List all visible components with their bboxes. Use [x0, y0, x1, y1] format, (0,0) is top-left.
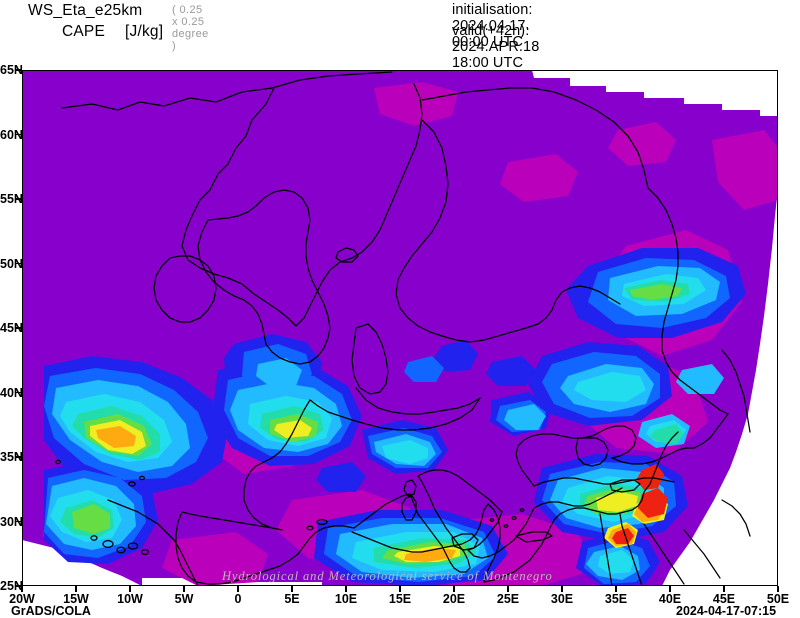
x-axis-label: 0: [234, 592, 242, 606]
level-red: [612, 464, 668, 544]
initialisation-time: initialisation: 2024.04.17. 00:00 UTC: [452, 2, 533, 50]
x-axis-label: 20E: [442, 592, 466, 606]
x-axis-label: 40E: [658, 592, 682, 606]
x-tick: [75, 586, 77, 592]
x-axis-label: 15W: [63, 592, 89, 606]
y-axis-label: 55N: [0, 192, 23, 206]
y-axis-label: 60N: [0, 127, 23, 142]
x-axis-label: 30E: [550, 592, 574, 606]
x-tick: [723, 586, 725, 592]
y-tick: [16, 520, 22, 523]
x-axis-label: 20W: [9, 592, 35, 606]
x-tick: [399, 586, 401, 592]
y-axis-label: 25N: [0, 579, 23, 593]
x-axis-label: 5W: [174, 592, 194, 606]
x-axis-label: 10W: [117, 592, 143, 606]
x-tick: [507, 586, 509, 592]
x-axis-label: 50E: [766, 592, 790, 606]
y-tick: [16, 69, 22, 71]
watermark: Hydrological and Meteorological service …: [222, 569, 553, 583]
grads-credit: GrADS/COLA: [11, 604, 91, 618]
y-axis-label: 50N: [0, 256, 23, 271]
cape-map: [22, 70, 778, 586]
header: WS_Eta_e25km ( 0.25 x 0.25 degree ) CAPE…: [0, 0, 800, 71]
variable-unit: [J/kg]: [125, 23, 164, 40]
y-tick: [16, 133, 22, 136]
x-tick: [291, 586, 293, 592]
valid-time: valid(+42h): 2024.APR.18 18:00 UTC: [452, 23, 540, 71]
y-tick: [16, 391, 22, 394]
x-axis-label: 15E: [388, 592, 412, 606]
x-tick: [777, 586, 779, 592]
x-tick: [561, 586, 563, 592]
y-axis-label: 45N: [0, 321, 23, 335]
x-tick: [21, 586, 23, 592]
model-name: WS_Eta_e25km: [28, 2, 143, 19]
x-tick: [453, 586, 455, 592]
model-resolution: ( 0.25 x 0.25 degree ): [172, 4, 209, 52]
y-tick: [16, 456, 22, 458]
x-axis-label: 10E: [334, 592, 358, 606]
x-axis-label: 25E: [496, 592, 520, 606]
y-tick: [16, 585, 22, 587]
x-tick: [237, 586, 239, 592]
y-tick: [16, 327, 22, 329]
x-tick: [615, 586, 617, 592]
x-tick: [183, 586, 185, 592]
coastlines: [55, 71, 751, 586]
y-tick: [16, 262, 22, 265]
x-tick: [129, 586, 131, 592]
y-tick: [16, 198, 22, 200]
x-tick: [669, 586, 671, 592]
cape-field-svg: [22, 70, 778, 586]
y-axis-label: 30N: [0, 514, 23, 529]
variable-name: CAPE: [62, 23, 106, 40]
y-axis-label: 65N: [0, 63, 23, 77]
x-axis-label: 35E: [604, 592, 628, 606]
x-axis-label: 5E: [284, 592, 300, 606]
nodata-mask: [22, 70, 778, 586]
render-timestamp: 2024-04-17-07:15: [676, 604, 777, 618]
y-axis-label: 40N: [0, 385, 23, 400]
x-tick: [345, 586, 347, 592]
x-axis-label: 45E: [712, 592, 736, 606]
y-axis-label: 35N: [0, 450, 23, 464]
